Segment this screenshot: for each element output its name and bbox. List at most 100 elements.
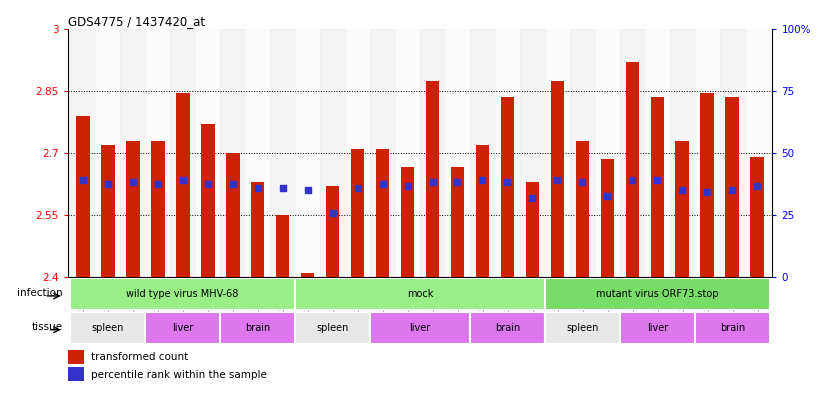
Bar <box>545 29 570 277</box>
Bar <box>745 29 770 277</box>
Bar <box>251 182 264 277</box>
Text: brain: brain <box>719 323 745 333</box>
Bar <box>445 29 470 277</box>
Bar <box>476 145 489 277</box>
Bar <box>221 29 245 277</box>
Point <box>551 177 564 183</box>
Point <box>651 177 664 183</box>
Bar <box>195 29 221 277</box>
Bar <box>620 312 695 344</box>
Text: mutant virus ORF73.stop: mutant virus ORF73.stop <box>596 289 719 299</box>
Bar <box>201 124 215 277</box>
Point <box>676 187 689 193</box>
Point <box>476 177 489 183</box>
Point <box>351 185 364 191</box>
Bar <box>76 116 89 277</box>
Point <box>276 185 289 191</box>
Bar <box>345 29 370 277</box>
Text: spleen: spleen <box>92 323 124 333</box>
Bar <box>420 29 445 277</box>
Text: spleen: spleen <box>316 323 349 333</box>
Bar <box>245 29 270 277</box>
Bar <box>601 159 615 277</box>
Bar <box>551 81 564 277</box>
Bar <box>645 29 670 277</box>
Point <box>451 179 464 185</box>
Point <box>626 177 639 183</box>
Bar <box>145 312 221 344</box>
Bar <box>301 273 315 277</box>
Point <box>301 187 314 193</box>
Bar <box>151 141 164 277</box>
Bar <box>470 29 495 277</box>
Bar <box>70 312 145 344</box>
Bar <box>670 29 695 277</box>
Point <box>201 181 214 187</box>
Bar <box>751 157 764 277</box>
Bar <box>676 141 689 277</box>
Point <box>176 177 189 183</box>
Bar <box>221 312 295 344</box>
Text: brain: brain <box>495 323 520 333</box>
Bar <box>370 29 395 277</box>
Point <box>526 195 539 202</box>
Text: tissue: tissue <box>31 321 62 332</box>
Bar <box>126 141 140 277</box>
Bar <box>625 62 639 277</box>
Bar <box>470 312 545 344</box>
Point <box>151 181 164 187</box>
Text: GDS4775 / 1437420_at: GDS4775 / 1437420_at <box>68 15 205 28</box>
Bar <box>70 29 95 277</box>
Point <box>251 185 264 191</box>
Bar <box>401 167 415 277</box>
Text: wild type virus MHV-68: wild type virus MHV-68 <box>126 289 239 299</box>
Bar <box>425 81 439 277</box>
Bar <box>225 153 240 277</box>
Bar <box>725 97 739 277</box>
Bar <box>576 141 589 277</box>
Bar <box>719 29 745 277</box>
Point <box>501 179 514 185</box>
Bar <box>320 29 345 277</box>
Bar <box>495 29 520 277</box>
Point <box>101 181 114 187</box>
Bar <box>451 167 464 277</box>
Bar <box>351 149 364 277</box>
Text: liver: liver <box>172 323 193 333</box>
Bar <box>595 29 620 277</box>
Text: spleen: spleen <box>567 323 599 333</box>
Point <box>601 193 614 200</box>
Bar <box>68 350 83 364</box>
Bar <box>295 278 545 310</box>
Bar <box>101 145 115 277</box>
Bar <box>520 29 545 277</box>
Bar <box>295 312 370 344</box>
Bar <box>176 93 189 277</box>
Bar <box>70 278 295 310</box>
Bar <box>570 29 595 277</box>
Bar <box>700 93 714 277</box>
Text: mock: mock <box>407 289 433 299</box>
Bar <box>121 29 145 277</box>
Bar <box>695 312 770 344</box>
Text: brain: brain <box>245 323 270 333</box>
Text: infection: infection <box>17 288 62 298</box>
Bar <box>545 312 620 344</box>
Point <box>726 187 739 193</box>
Bar <box>95 29 121 277</box>
Point <box>326 210 339 216</box>
Bar <box>325 186 339 277</box>
Bar <box>695 29 719 277</box>
Bar <box>370 312 470 344</box>
Point <box>126 179 140 185</box>
Point <box>76 177 89 183</box>
Bar <box>545 278 770 310</box>
Bar <box>145 29 170 277</box>
Bar <box>270 29 295 277</box>
Bar <box>68 367 83 381</box>
Point <box>576 179 589 185</box>
Text: transformed count: transformed count <box>91 352 188 362</box>
Point <box>700 189 714 195</box>
Bar <box>295 29 320 277</box>
Bar <box>620 29 645 277</box>
